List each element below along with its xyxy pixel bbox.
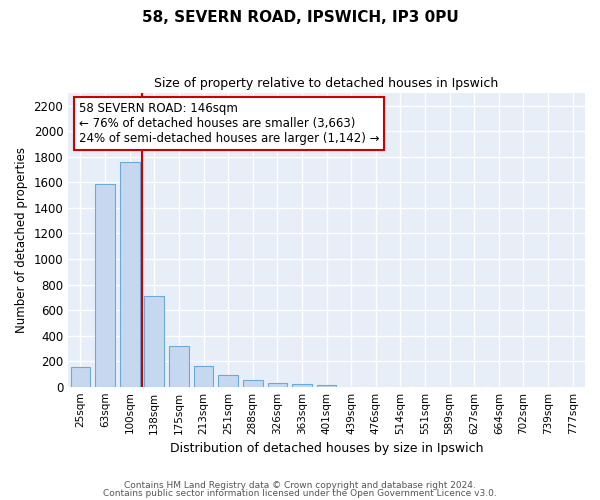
Bar — [194, 366, 214, 386]
Text: 58 SEVERN ROAD: 146sqm
← 76% of detached houses are smaller (3,663)
24% of semi-: 58 SEVERN ROAD: 146sqm ← 76% of detached… — [79, 102, 379, 145]
Text: 58, SEVERN ROAD, IPSWICH, IP3 0PU: 58, SEVERN ROAD, IPSWICH, IP3 0PU — [142, 10, 458, 25]
Text: Contains HM Land Registry data © Crown copyright and database right 2024.: Contains HM Land Registry data © Crown c… — [124, 481, 476, 490]
Bar — [71, 367, 91, 386]
Bar — [292, 384, 312, 386]
X-axis label: Distribution of detached houses by size in Ipswich: Distribution of detached houses by size … — [170, 442, 484, 455]
Y-axis label: Number of detached properties: Number of detached properties — [15, 147, 28, 333]
Bar — [218, 375, 238, 386]
Bar — [169, 346, 189, 387]
Bar — [120, 162, 140, 386]
Bar — [268, 383, 287, 386]
Bar — [243, 380, 263, 386]
Bar — [95, 184, 115, 386]
Bar — [317, 385, 337, 386]
Text: Contains public sector information licensed under the Open Government Licence v3: Contains public sector information licen… — [103, 488, 497, 498]
Bar — [145, 296, 164, 386]
Title: Size of property relative to detached houses in Ipswich: Size of property relative to detached ho… — [154, 78, 499, 90]
